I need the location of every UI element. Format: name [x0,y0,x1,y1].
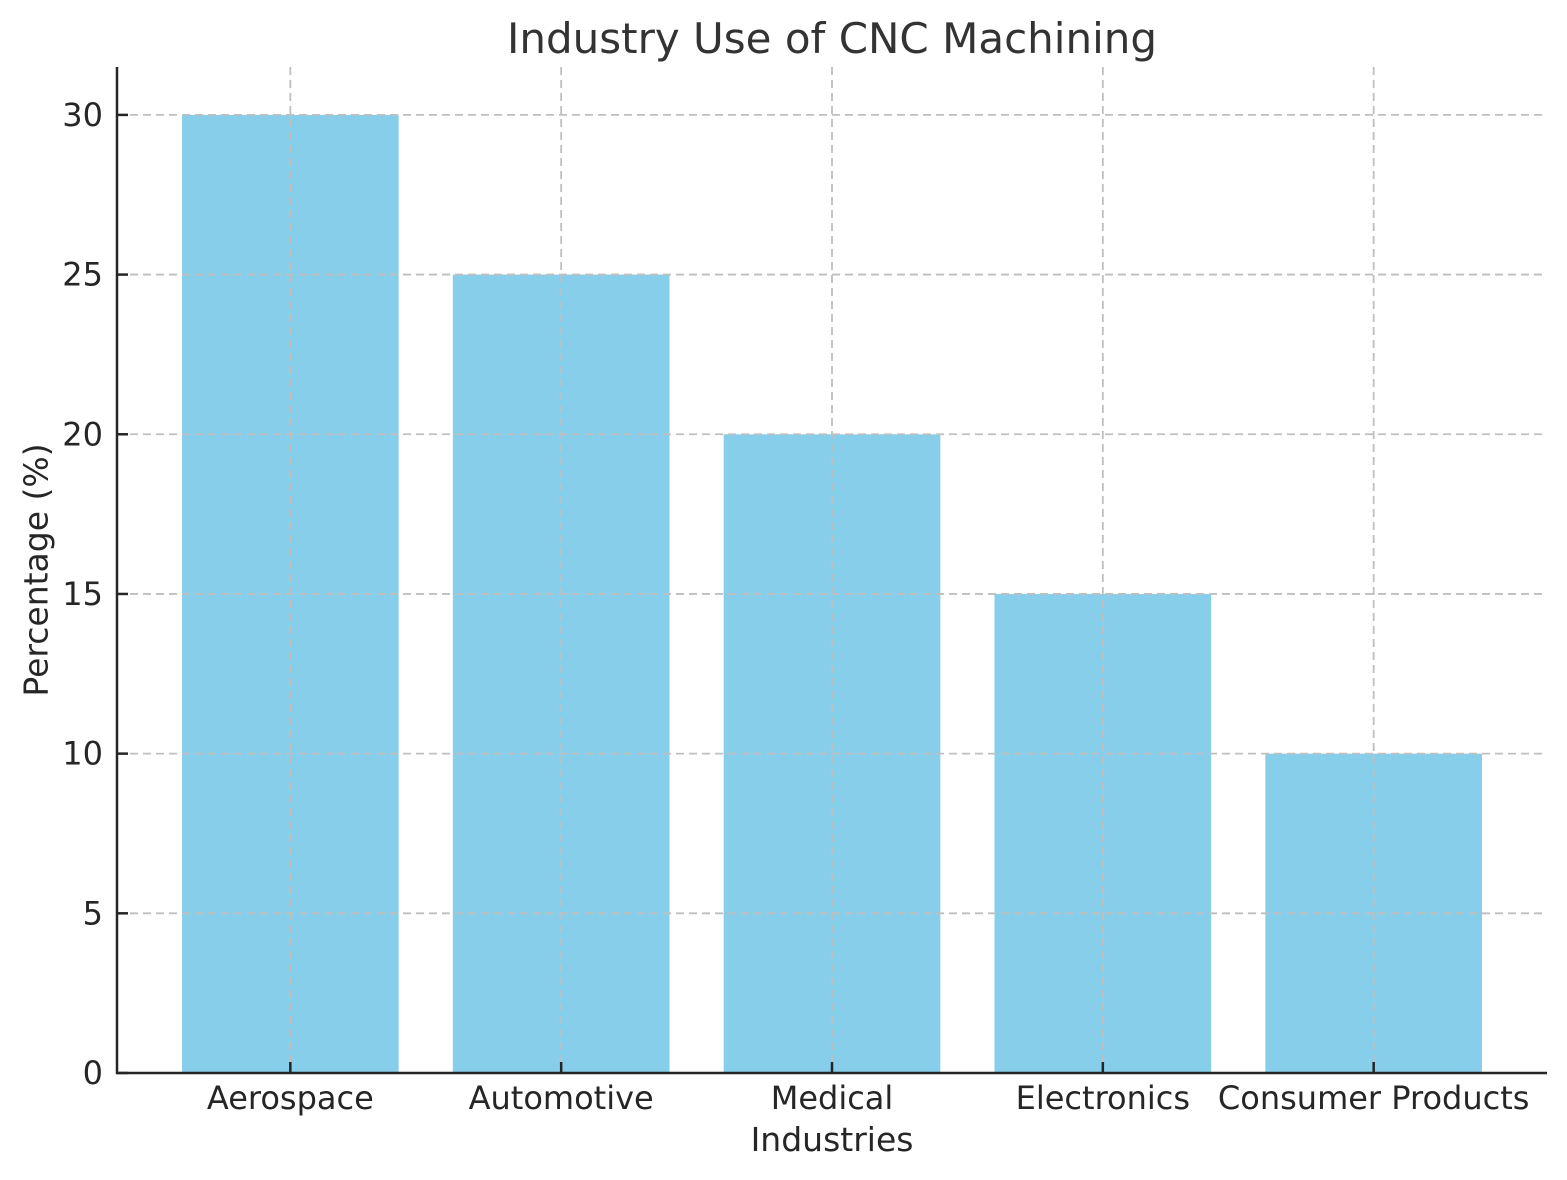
y-tick-label: 20 [62,415,103,453]
y-tick-label: 25 [62,256,103,294]
x-tick-label: Medical [771,1079,894,1117]
x-tick-label: Consumer Products [1218,1079,1530,1117]
y-tick-label: 5 [83,894,103,932]
y-tick-label: 0 [83,1054,103,1092]
x-tick-label: Aerospace [207,1079,374,1117]
x-tick-label: Automotive [469,1079,654,1117]
y-tick-label: 15 [62,575,103,613]
x-axis-label: Industries [750,1120,914,1159]
y-tick-label: 10 [62,735,103,773]
x-tick-label: Electronics [1016,1079,1190,1117]
chart-title: Industry Use of CNC Machining [506,14,1158,63]
y-tick-label: 30 [62,96,103,134]
